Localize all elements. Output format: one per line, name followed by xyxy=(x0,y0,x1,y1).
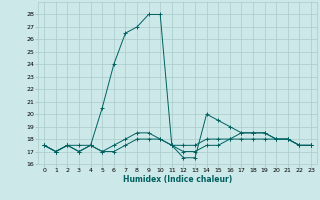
X-axis label: Humidex (Indice chaleur): Humidex (Indice chaleur) xyxy=(123,175,232,184)
